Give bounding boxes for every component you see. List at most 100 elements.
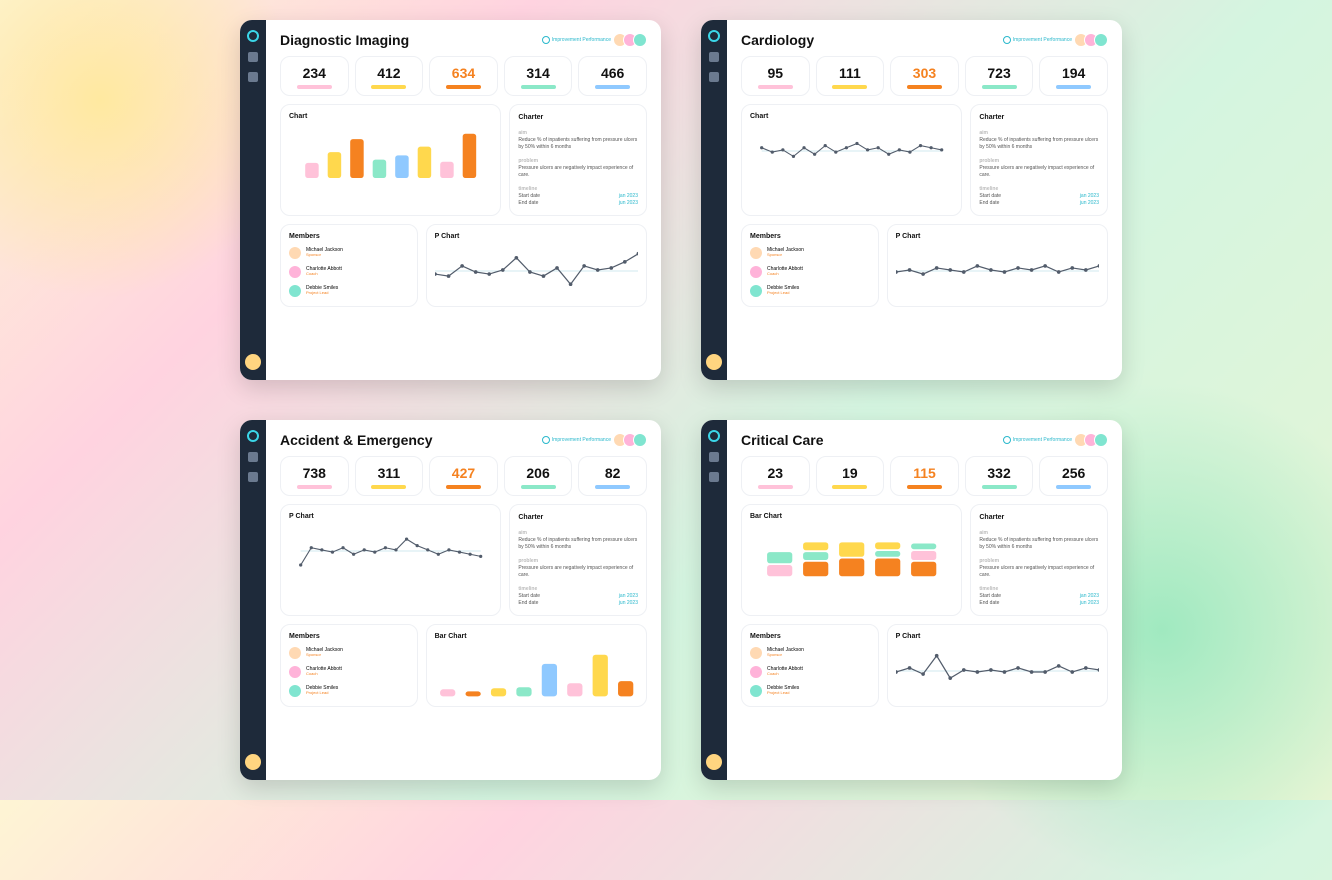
nav-grid-icon[interactable] bbox=[709, 452, 719, 462]
stat-card[interactable]: 634 bbox=[429, 56, 498, 96]
stat-accent bbox=[297, 85, 332, 89]
member-avatars[interactable] bbox=[617, 33, 647, 47]
stat-card[interactable]: 115 bbox=[890, 456, 959, 496]
dashboard-panel: Diagnostic Imaging Improvement Performan… bbox=[240, 20, 661, 380]
stat-accent bbox=[907, 485, 942, 489]
member-row[interactable]: Michael Jackson Sponsor bbox=[289, 247, 409, 259]
stat-value: 234 bbox=[303, 65, 326, 81]
stat-card[interactable]: 738 bbox=[280, 456, 349, 496]
stat-card[interactable]: 412 bbox=[355, 56, 424, 96]
panel-sidebar bbox=[240, 20, 266, 380]
second-chart-card[interactable]: Bar Chart bbox=[426, 624, 647, 707]
member-row[interactable]: Charlotte Abbott Coach bbox=[289, 666, 409, 678]
member-role: Project Lead bbox=[306, 291, 338, 296]
stat-card[interactable]: 303 bbox=[890, 56, 959, 96]
user-avatar[interactable] bbox=[245, 754, 261, 770]
stat-card[interactable]: 427 bbox=[429, 456, 498, 496]
members-card[interactable]: Members Michael Jackson Sponsor Charlott… bbox=[280, 624, 418, 707]
performance-badge[interactable]: Improvement Performance bbox=[542, 436, 611, 444]
chart-label: P Chart bbox=[435, 233, 638, 240]
member-avatar bbox=[289, 247, 301, 259]
charter-card[interactable]: Charter aimReduce % of inpatients suffer… bbox=[509, 104, 647, 216]
member-avatars[interactable] bbox=[1078, 33, 1108, 47]
member-row[interactable]: Michael Jackson Sponsor bbox=[289, 647, 409, 659]
member-row[interactable]: Debbie Smiles Project Lead bbox=[289, 685, 409, 697]
second-chart-card[interactable]: P Chart bbox=[887, 224, 1108, 307]
member-row[interactable]: Charlotte Abbott Coach bbox=[289, 266, 409, 278]
stat-card[interactable]: 206 bbox=[504, 456, 573, 496]
stat-card[interactable]: 234 bbox=[280, 56, 349, 96]
members-label: Members bbox=[289, 633, 409, 640]
chart-label: P Chart bbox=[289, 513, 492, 520]
stat-card[interactable]: 23 bbox=[741, 456, 810, 496]
panel-sidebar bbox=[701, 20, 727, 380]
performance-badge[interactable]: Improvement Performance bbox=[1003, 436, 1072, 444]
members-card[interactable]: Members Michael Jackson Sponsor Charlott… bbox=[741, 224, 879, 307]
members-label: Members bbox=[750, 633, 870, 640]
charter-card[interactable]: Charter aimReduce % of inpatients suffer… bbox=[509, 504, 647, 616]
stat-value: 314 bbox=[526, 65, 549, 81]
member-row[interactable]: Charlotte Abbott Coach bbox=[750, 266, 870, 278]
stat-accent bbox=[832, 485, 867, 489]
main-chart-card[interactable]: Chart bbox=[280, 104, 501, 216]
member-row[interactable]: Michael Jackson Sponsor bbox=[750, 247, 870, 259]
member-row[interactable]: Debbie Smiles Project Lead bbox=[750, 285, 870, 297]
chart-label: Bar Chart bbox=[750, 513, 953, 520]
logo-icon[interactable] bbox=[708, 30, 720, 42]
stat-card[interactable]: 19 bbox=[816, 456, 885, 496]
main-chart-card[interactable]: Bar Chart bbox=[741, 504, 962, 616]
member-avatar bbox=[289, 685, 301, 697]
charter-card[interactable]: Charter aimReduce % of inpatients suffer… bbox=[970, 104, 1108, 216]
nav-grid-icon[interactable] bbox=[709, 52, 719, 62]
nav-dashboard-icon[interactable] bbox=[248, 72, 258, 82]
stat-card[interactable]: 95 bbox=[741, 56, 810, 96]
member-row[interactable]: Debbie Smiles Project Lead bbox=[750, 685, 870, 697]
stat-card[interactable]: 314 bbox=[504, 56, 573, 96]
members-card[interactable]: Members Michael Jackson Sponsor Charlott… bbox=[741, 624, 879, 707]
stat-card[interactable]: 194 bbox=[1039, 56, 1108, 96]
members-label: Members bbox=[289, 233, 409, 240]
nav-dashboard-icon[interactable] bbox=[709, 72, 719, 82]
panel-sidebar bbox=[701, 420, 727, 780]
second-chart-card[interactable]: P Chart bbox=[426, 224, 647, 307]
charter-label: Charter bbox=[518, 513, 638, 523]
stat-accent bbox=[521, 485, 556, 489]
member-row[interactable]: Charlotte Abbott Coach bbox=[750, 666, 870, 678]
logo-icon[interactable] bbox=[708, 430, 720, 442]
member-row[interactable]: Michael Jackson Sponsor bbox=[750, 647, 870, 659]
main-chart-card[interactable]: Chart bbox=[741, 104, 962, 216]
user-avatar[interactable] bbox=[706, 354, 722, 370]
nav-grid-icon[interactable] bbox=[248, 52, 258, 62]
nav-dashboard-icon[interactable] bbox=[709, 472, 719, 482]
stat-card[interactable]: 723 bbox=[965, 56, 1034, 96]
member-avatars[interactable] bbox=[617, 433, 647, 447]
stat-accent bbox=[371, 485, 406, 489]
stat-value: 115 bbox=[913, 465, 936, 481]
main-chart-card[interactable]: P Chart bbox=[280, 504, 501, 616]
logo-icon[interactable] bbox=[247, 430, 259, 442]
nav-dashboard-icon[interactable] bbox=[248, 472, 258, 482]
stat-accent bbox=[371, 85, 406, 89]
performance-badge[interactable]: Improvement Performance bbox=[542, 36, 611, 44]
stat-card[interactable]: 466 bbox=[578, 56, 647, 96]
logo-icon[interactable] bbox=[247, 30, 259, 42]
member-avatars[interactable] bbox=[1078, 433, 1108, 447]
stat-card[interactable]: 332 bbox=[965, 456, 1034, 496]
nav-grid-icon[interactable] bbox=[248, 452, 258, 462]
user-avatar[interactable] bbox=[706, 754, 722, 770]
performance-badge[interactable]: Improvement Performance bbox=[1003, 36, 1072, 44]
stat-card[interactable]: 311 bbox=[355, 456, 424, 496]
stat-accent bbox=[758, 485, 793, 489]
charter-card[interactable]: Charter aimReduce % of inpatients suffer… bbox=[970, 504, 1108, 616]
second-chart-card[interactable]: P Chart bbox=[887, 624, 1108, 707]
user-avatar[interactable] bbox=[245, 354, 261, 370]
member-row[interactable]: Debbie Smiles Project Lead bbox=[289, 285, 409, 297]
members-card[interactable]: Members Michael Jackson Sponsor Charlott… bbox=[280, 224, 418, 307]
stat-value: 427 bbox=[452, 465, 475, 481]
stat-card[interactable]: 256 bbox=[1039, 456, 1108, 496]
stat-card[interactable]: 111 bbox=[816, 56, 885, 96]
stat-card[interactable]: 82 bbox=[578, 456, 647, 496]
member-avatar bbox=[289, 666, 301, 678]
stats-row: 738 311 427 206 82 bbox=[280, 456, 647, 496]
stat-value: 194 bbox=[1062, 65, 1085, 81]
